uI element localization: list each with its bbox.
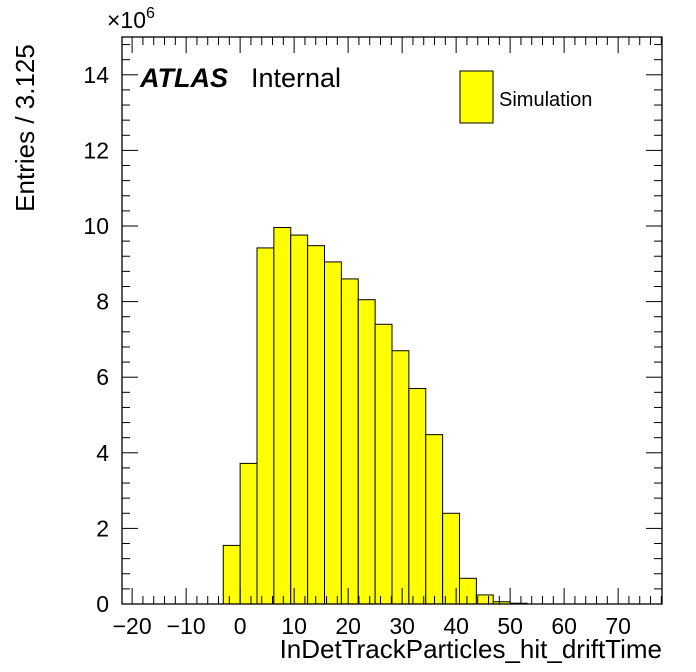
- y-tick-label: 4: [96, 440, 109, 466]
- legend-swatch: [459, 70, 494, 124]
- histogram-bar: [442, 512, 460, 605]
- x-tick-label: 40: [443, 613, 469, 639]
- y-tick-label: 6: [96, 364, 109, 390]
- histogram-bar: [425, 434, 444, 605]
- x-tick-label: 10: [281, 613, 307, 639]
- histogram-bar: [307, 245, 325, 605]
- x-tick-label: −20: [113, 613, 152, 639]
- y-tick-label: 8: [96, 289, 109, 315]
- histogram-bar: [357, 299, 376, 605]
- tick-labels: −20 −10 0 10 20 30 40 50 60 70 0 2 4 6 8 10 12 14: [83, 62, 631, 639]
- histogram-bar: [459, 577, 477, 605]
- histogram-bars: [222, 227, 528, 605]
- y-tick-label: 2: [96, 515, 109, 541]
- x-tick-label: 60: [551, 613, 577, 639]
- x-tick-label: −10: [167, 613, 206, 639]
- histogram-bar: [391, 350, 410, 605]
- histogram-bar: [408, 388, 427, 605]
- atlas-label: ATLAS: [139, 63, 228, 93]
- histogram-bar: [374, 323, 393, 605]
- y-axis-label: Entries / 3.125: [10, 44, 40, 212]
- x-tick-label: 70: [605, 613, 631, 639]
- y-tick-label: 12: [83, 137, 109, 163]
- histogram-bar: [256, 247, 275, 605]
- x-tick-label: 20: [335, 613, 361, 639]
- internal-label: Internal: [251, 63, 341, 93]
- histogram-bar: [239, 462, 258, 605]
- x-tick-label: 50: [497, 613, 523, 639]
- histogram-bar: [273, 227, 292, 605]
- x-tick-label: 0: [234, 613, 247, 639]
- y-tick-label: 10: [83, 213, 109, 239]
- histogram-bar: [340, 278, 359, 605]
- x-axis-label: InDetTrackParticles_hit_driftTime: [280, 634, 662, 664]
- histogram-bar: [475, 594, 494, 605]
- legend: Simulation: [459, 70, 592, 124]
- exponent-power: 6: [146, 5, 155, 22]
- exponent-label: ×106: [107, 5, 155, 33]
- histogram-bar: [324, 261, 342, 605]
- histogram-bar: [222, 544, 241, 605]
- legend-label-simulation: Simulation: [499, 89, 592, 111]
- plot-frame: [121, 36, 663, 605]
- histogram-bar: [290, 234, 309, 605]
- x-tick-label: 30: [389, 613, 415, 639]
- y-tick-label: 14: [83, 62, 109, 88]
- axis-ticks: [122, 37, 662, 605]
- y-tick-label: 0: [96, 591, 109, 617]
